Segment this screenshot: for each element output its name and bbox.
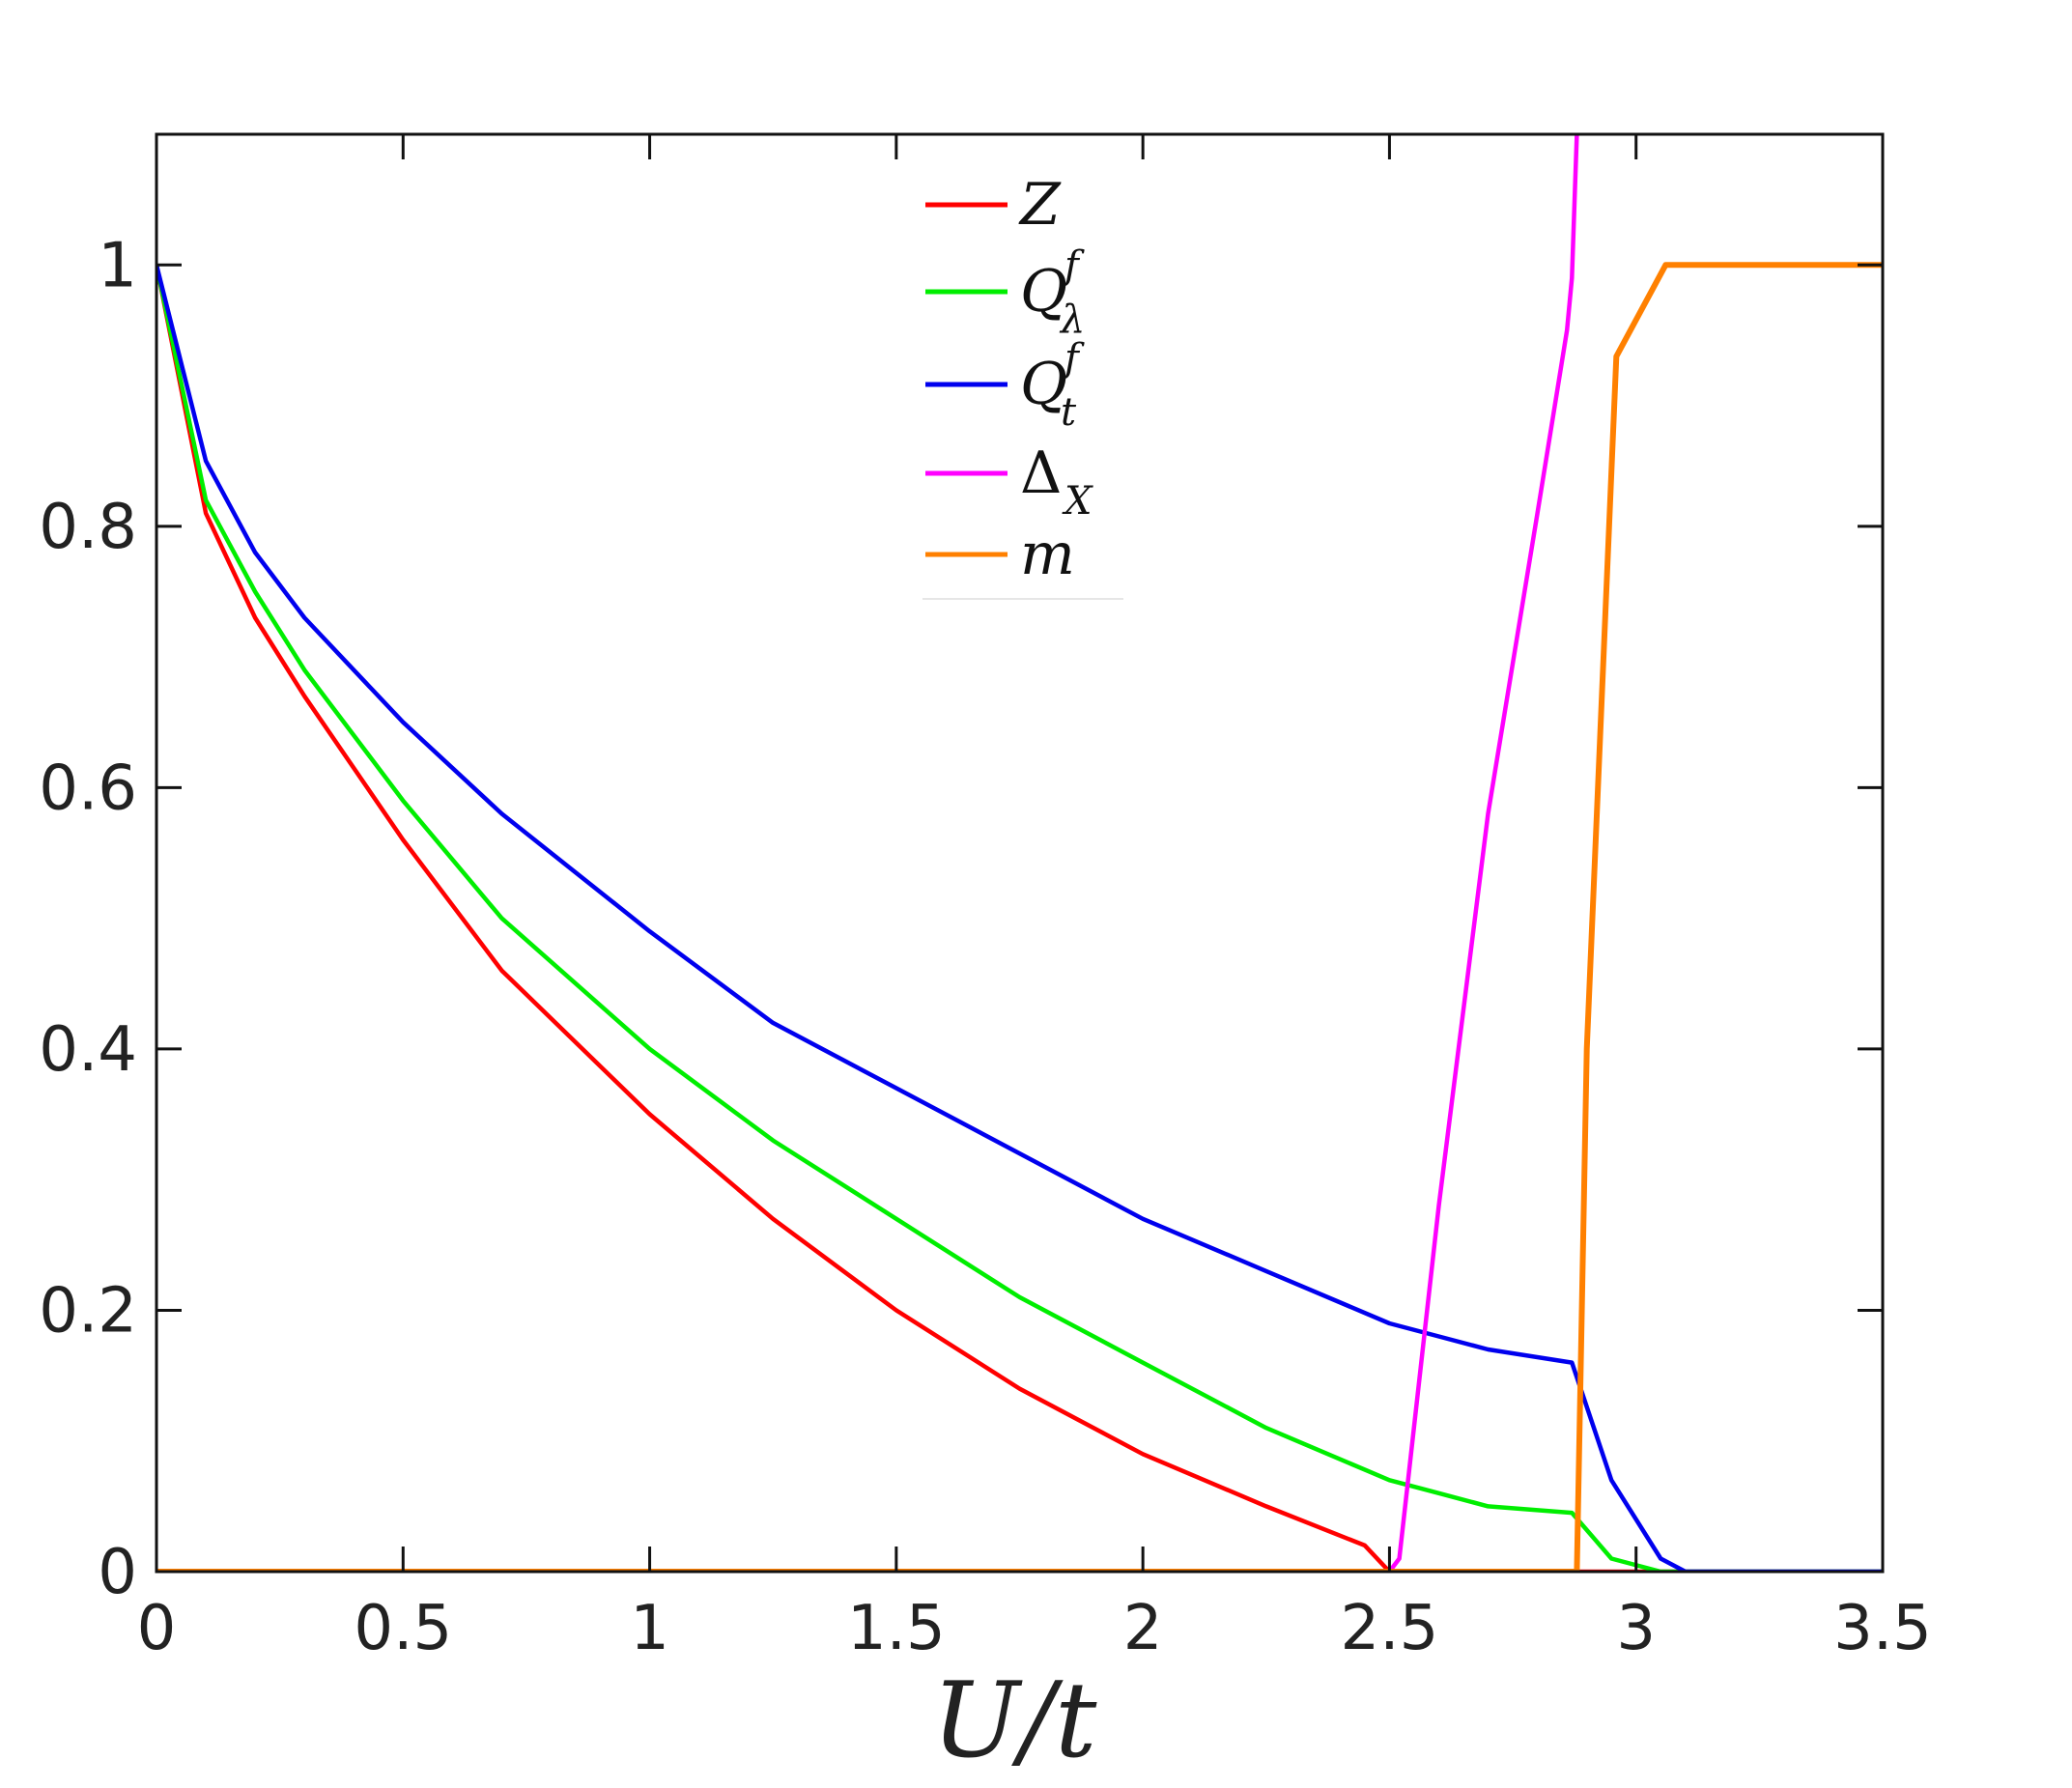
series-line-2 bbox=[156, 264, 1883, 1572]
y-tick-label: 0 bbox=[98, 1537, 137, 1608]
series-layer bbox=[156, 134, 1883, 1572]
x-axis-title: U/t bbox=[932, 1660, 1097, 1781]
legend-entry-3: Qft bbox=[1020, 336, 1085, 435]
series-line-4 bbox=[156, 134, 1579, 1572]
y-tick-label: 0.2 bbox=[39, 1275, 137, 1347]
legend-label-sub: t bbox=[1061, 390, 1077, 435]
tick-labels: 0 0.5 1 1.5 2 2.5 3 3.5 0 0.2 0.4 0.6 0.8 1 bbox=[39, 230, 1932, 1664]
legend-entry-5: m bbox=[1020, 521, 1075, 588]
legend-label-sub: X bbox=[1062, 479, 1093, 524]
legend-label-base: m bbox=[1020, 521, 1075, 588]
legend-label-sup: f bbox=[1062, 336, 1085, 381]
series-line-3 bbox=[156, 264, 1883, 1572]
legend-label-sup: f bbox=[1062, 243, 1085, 288]
x-tick-label: 1.5 bbox=[847, 1593, 946, 1664]
y-tick-label: 0.8 bbox=[39, 492, 137, 563]
plot-frame bbox=[155, 132, 1885, 1574]
y-tick-label: 0.6 bbox=[39, 752, 137, 824]
legend-entry-2: Qfλ bbox=[1020, 243, 1085, 342]
legend-label-base: Z bbox=[1018, 171, 1062, 239]
axes-layer bbox=[155, 132, 1885, 1574]
x-tick-label: 1 bbox=[630, 1593, 669, 1664]
legend-label-base: Q bbox=[1020, 351, 1067, 418]
legend-label-base: Δ bbox=[1020, 440, 1062, 507]
series-line-5 bbox=[156, 262, 1883, 1572]
legend-entry-1: Z bbox=[1018, 171, 1062, 239]
series-line-1 bbox=[156, 264, 1883, 1572]
y-tick-label: 1 bbox=[98, 230, 137, 301]
x-tick-label: 3 bbox=[1616, 1593, 1656, 1664]
x-tick-label: 0 bbox=[137, 1593, 177, 1664]
y-tick-label: 0.4 bbox=[39, 1014, 137, 1086]
x-tick-label: 3.5 bbox=[1833, 1593, 1932, 1664]
x-tick-label: 2 bbox=[1123, 1593, 1163, 1664]
x-tick-label: 2.5 bbox=[1341, 1593, 1439, 1664]
legend-label-sub: λ bbox=[1059, 298, 1085, 342]
x-tick-label: 0.5 bbox=[354, 1593, 452, 1664]
legend-label-base: Q bbox=[1020, 258, 1067, 326]
